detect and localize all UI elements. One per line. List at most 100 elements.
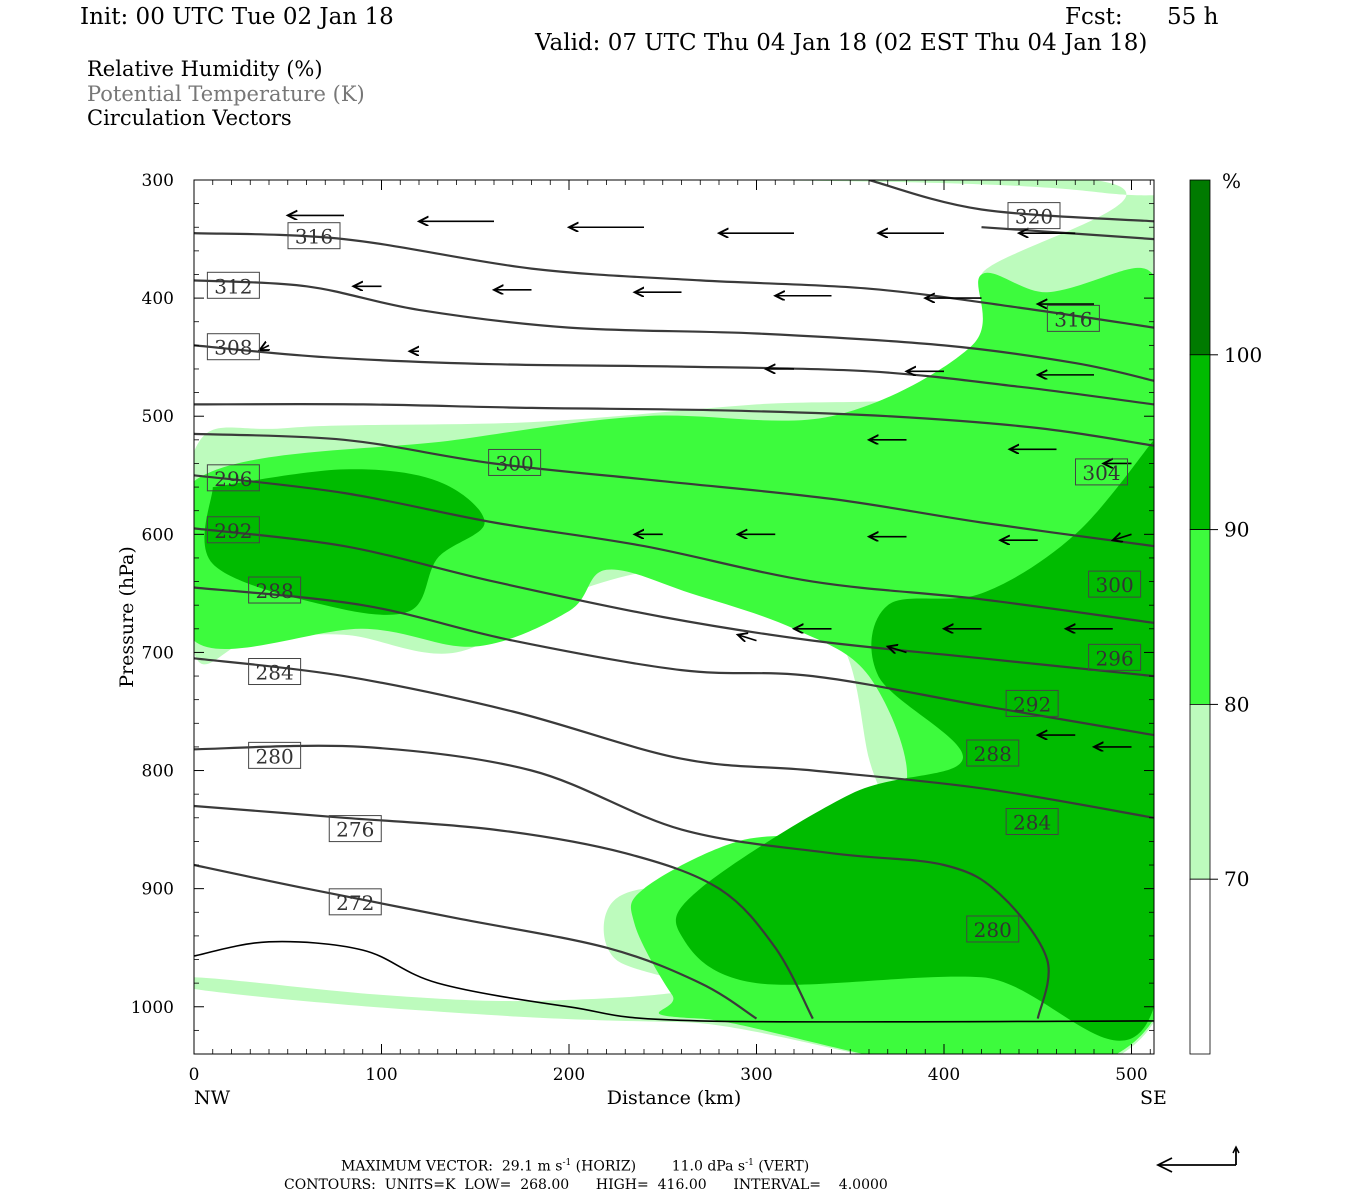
contour-label-box-7 — [248, 658, 302, 686]
contours-line: CONTOURS: UNITS=K LOW= 268.00 HIGH= 416.… — [284, 1177, 888, 1193]
y-tick-label-500: 500 — [142, 407, 174, 427]
x-tick-label-200: 200 — [553, 1065, 585, 1085]
contour-label-296: 296 — [214, 467, 252, 491]
x-tick-label-400: 400 — [928, 1065, 960, 1085]
contour-label-288: 288 — [974, 742, 1012, 766]
colorbar-tick-label-100: 100 — [1224, 343, 1262, 367]
contour-label-288: 288 — [256, 579, 294, 603]
colorbar-swatch-70 — [1189, 704, 1211, 880]
contour-label-box-19 — [966, 915, 1020, 943]
contour-label-316: 316 — [295, 225, 333, 249]
rh-region-90-2 — [675, 398, 1154, 1041]
contour-label-308: 308 — [214, 336, 252, 360]
contour-label-box-5 — [206, 516, 260, 544]
field-rh: Relative Humidity (%) — [87, 57, 323, 81]
contour-label-280: 280 — [974, 918, 1012, 942]
contour-labels: 316 312 308 300 296 292 288 284 280 276 272 320 316 3… — [206, 202, 1142, 943]
init-time: Init: 00 UTC Tue 02 Jan 18 — [80, 4, 394, 30]
y-tick-label-700: 700 — [142, 643, 174, 663]
axes: 0 100 200 300 400 500 300 400 500 600 700 800 900 100… — [131, 171, 1154, 1085]
contour-label-box-6 — [248, 576, 302, 604]
contour-label-box-14 — [1088, 570, 1142, 598]
valid-time: Valid: 07 UTC Thu 04 Jan 18 (02 EST Thu … — [535, 30, 1148, 56]
colorbar-swatch-90 — [1189, 354, 1211, 530]
colorbar-swatch-100 — [1189, 179, 1211, 356]
theta-contour-272 — [194, 863, 758, 1020]
forecast-label: Fcst: — [1065, 4, 1123, 30]
contour-label-box-12 — [1046, 304, 1100, 332]
theta-contour-316 — [194, 232, 1154, 329]
x-tick-label-0: 0 — [189, 1065, 200, 1085]
y-axis-label: Pressure (hPa) — [116, 546, 138, 688]
circulation-vector-25 — [1113, 534, 1132, 540]
contour-label-box-0 — [287, 222, 341, 250]
y-tick-label-600: 600 — [142, 525, 174, 545]
circulation-vector-13 — [260, 345, 269, 350]
contour-label-box-18 — [1005, 808, 1059, 836]
theta-contour-308 — [194, 344, 1154, 406]
contour-label-box-2 — [206, 333, 260, 361]
circulation-vector-30 — [888, 647, 907, 653]
field-theta: Potential Temperature (K) — [87, 82, 365, 106]
x-axis-label: Distance (km) — [607, 1087, 742, 1109]
colorbar-unit: % — [1222, 169, 1241, 193]
contour-label-300: 300 — [496, 451, 534, 475]
field-vectors: Circulation Vectors — [87, 106, 292, 130]
circulation-vectors — [138, 215, 1132, 746]
contour-label-box-10 — [328, 888, 382, 916]
contour-label-284: 284 — [1013, 811, 1051, 835]
contour-label-box-4 — [206, 464, 260, 492]
theta-contours — [194, 180, 1154, 1023]
plot-frame — [193, 179, 1155, 1055]
theta-contour-304 — [194, 403, 1154, 447]
colorbar: 70 80 90 100 — [1189, 179, 1262, 1055]
contour-label-box-13 — [1075, 458, 1128, 486]
theta-contour-296 — [194, 474, 1154, 624]
circulation-vector-29 — [738, 635, 757, 641]
contour-label-box-3 — [488, 448, 542, 476]
theta-contour-276 — [194, 804, 814, 1020]
contour-label-304: 304 — [1082, 461, 1120, 485]
contour-label-box-17 — [966, 739, 1020, 767]
contour-label-296: 296 — [1096, 646, 1134, 670]
contour-label-316: 316 — [1054, 307, 1092, 331]
x-tick-label-500: 500 — [1115, 1065, 1147, 1085]
theta-contour-284 — [194, 657, 1154, 819]
theta-contour-280 — [194, 744, 1050, 1019]
y-tick-label-900: 900 — [142, 880, 174, 900]
colorbar-tick-label-80: 80 — [1224, 692, 1249, 716]
contour-label-box-9 — [328, 815, 382, 843]
contour-label-292: 292 — [214, 519, 252, 543]
theta-contour-312 — [194, 279, 1154, 382]
x-tick-label-300: 300 — [740, 1065, 772, 1085]
y-tick-label-400: 400 — [142, 289, 174, 309]
x-left-end-label: NW — [194, 1087, 231, 1109]
y-tick-label-1000: 1000 — [131, 998, 174, 1018]
contour-label-312: 312 — [214, 274, 252, 298]
colorbar-swatch-80 — [1189, 529, 1211, 705]
colorbar-swatch-60 — [1189, 878, 1211, 1055]
contour-label-272: 272 — [336, 891, 374, 915]
contour-label-box-16 — [1005, 689, 1059, 717]
x-tick-label-100: 100 — [365, 1065, 397, 1085]
contour-label-300: 300 — [1096, 573, 1134, 597]
theta-contour-288 — [194, 586, 1154, 737]
max-vector-line: MAXIMUM VECTOR: 29.1 m s-1 (HORIZ) 11.0 … — [341, 1158, 810, 1175]
contour-label-292: 292 — [1013, 692, 1051, 716]
contour-label-box-1 — [206, 271, 260, 299]
contour-label-284: 284 — [256, 661, 294, 685]
contour-label-280: 280 — [256, 744, 294, 768]
contour-label-box-8 — [248, 741, 302, 769]
theta-contour-300 — [194, 432, 1154, 548]
contour-label-320: 320 — [1015, 205, 1053, 229]
contour-label-276: 276 — [336, 818, 374, 842]
contour-label-box-11 — [1007, 202, 1061, 230]
forecast-hour: 55 h — [1167, 4, 1219, 30]
y-tick-label-800: 800 — [142, 762, 174, 782]
theta-contour-320 — [868, 180, 1154, 223]
colorbar-tick-label-90: 90 — [1224, 518, 1249, 542]
x-right-end-label: SE — [1140, 1087, 1167, 1109]
colorbar-tick-label-70: 70 — [1224, 867, 1249, 891]
terrain-line — [194, 940, 1154, 1023]
